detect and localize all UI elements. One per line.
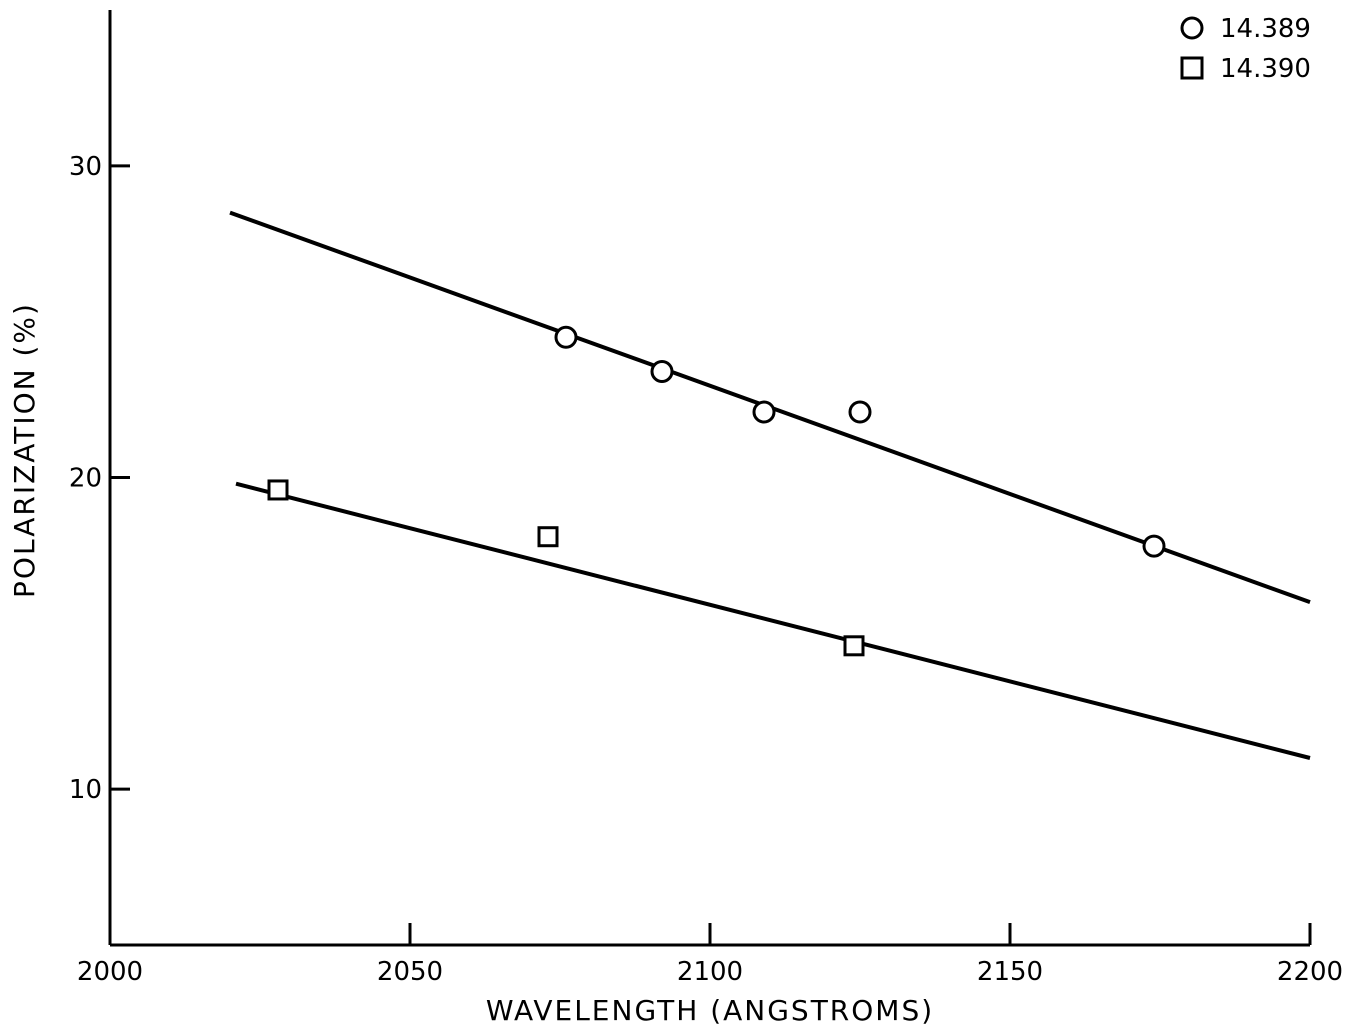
y-tick-label: 30 [69,152,102,182]
data-point-square [537,526,559,548]
data-point-square [267,479,289,501]
fit-line [235,481,1311,760]
legend-label: 14.390 [1220,54,1311,84]
legend-marker-square [1180,56,1204,80]
data-point-square [843,635,865,657]
data-point-circle [752,400,776,424]
legend-marker-circle [1180,16,1204,40]
data-point-circle [554,325,578,349]
x-tick-label: 2200 [1277,957,1343,987]
series-14.389 [229,210,1311,605]
legend-label: 14.389 [1220,14,1311,44]
axes [108,10,1310,947]
data-point-circle [848,400,872,424]
y-axis-label: POLARIZATION (%) [8,302,41,598]
series-14.390 [235,479,1311,760]
series-layer [229,210,1311,760]
y-ticks: 10 20 30 [69,152,130,805]
x-tick-label: 2100 [677,957,743,987]
x-tick-label: 2000 [77,957,143,987]
data-point-circle [650,360,674,384]
x-axis-label: WAVELENGTH (ANGSTROMS) [486,994,934,1027]
x-tick-label: 2150 [977,957,1043,987]
x-ticks: 2000 2050 2100 2150 2200 [77,923,1343,987]
legend: 14.389 14.390 [1180,14,1311,84]
x-tick-label: 2050 [377,957,443,987]
y-tick-label: 20 [69,464,102,494]
y-tick-label: 10 [69,775,102,805]
data-point-circle [1142,534,1166,558]
